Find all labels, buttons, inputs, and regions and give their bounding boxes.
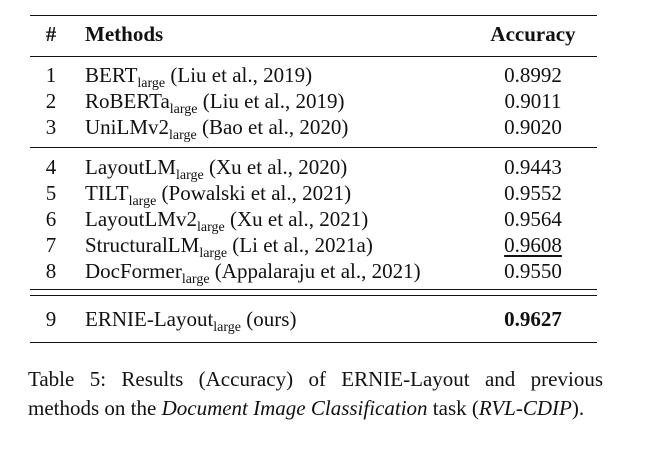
caption-middle: task (	[427, 396, 479, 420]
method-cell: DocFormerlarge (Appalaraju et al., 2021)	[85, 259, 421, 287]
method-name: StructuralLM	[85, 233, 200, 257]
accuracy-value-best: 0.9627	[504, 307, 562, 331]
method-name: ERNIE-Layout	[85, 307, 214, 331]
method-cell: BERTlarge (Liu et al., 2019)	[85, 63, 312, 91]
bottom-rule	[30, 342, 597, 343]
row-num: 2	[45, 89, 57, 113]
method-citation: (Appalaraju et al., 2021)	[209, 259, 421, 283]
accuracy-value: 0.9011	[504, 89, 562, 113]
accuracy-value: 0.9443	[504, 155, 562, 179]
method-subscript: large	[128, 194, 157, 209]
double-rule-lower	[30, 295, 597, 296]
double-rule-upper	[30, 289, 597, 290]
method-subscript: large	[175, 168, 204, 183]
row-num: 4	[45, 155, 57, 179]
method-name: TILT	[85, 181, 129, 205]
method-name: RoBERTa	[85, 89, 170, 113]
group-rule	[30, 147, 597, 148]
method-name: LayoutLM	[85, 155, 176, 179]
row-num: 6	[45, 207, 57, 231]
method-citation: (ours)	[241, 307, 297, 331]
caption-end: ).	[571, 396, 585, 420]
method-citation: (Liu et al., 2019)	[165, 63, 313, 87]
accuracy-value: 0.9020	[504, 115, 562, 139]
method-subscript: large	[199, 246, 228, 261]
accuracy-value: 0.9550	[504, 259, 562, 283]
row-num: 7	[45, 233, 57, 257]
row-num: 1	[45, 63, 57, 87]
row-num: 8	[45, 259, 57, 283]
method-cell: TILTlarge (Powalski et al., 2021)	[85, 181, 351, 209]
method-citation: (Li et al., 2021a)	[227, 233, 373, 257]
method-citation: (Xu et al., 2021)	[224, 207, 369, 231]
header-accuracy: Accuracy	[490, 22, 576, 46]
method-citation: (Bao et al., 2020)	[196, 115, 349, 139]
caption-dataset: RVL-CDIP	[478, 396, 572, 420]
method-cell: UniLMv2large (Bao et al., 2020)	[85, 115, 348, 143]
method-cell: RoBERTalarge (Liu et al., 2019)	[85, 89, 344, 117]
row-num: 5	[45, 181, 57, 205]
header-num: #	[45, 22, 57, 46]
method-name: UniLMv2	[85, 115, 169, 139]
method-name: BERT	[85, 63, 138, 87]
caption-lead: Table 5: Results (Accuracy) of ERNIE-Lay…	[28, 367, 603, 420]
method-cell: ERNIE-Layoutlarge (ours)	[85, 307, 296, 335]
header-rule	[30, 56, 597, 57]
method-cell: LayoutLMlarge (Xu et al., 2020)	[85, 155, 347, 183]
row-num: 3	[45, 115, 57, 139]
top-rule	[30, 15, 597, 16]
method-citation: (Powalski et al., 2021)	[156, 181, 352, 205]
method-name: LayoutLMv2	[85, 207, 197, 231]
method-subscript: large	[169, 128, 197, 143]
method-citation: (Xu et al., 2020)	[203, 155, 348, 179]
method-citation: (Liu et al., 2019)	[197, 89, 345, 113]
caption-task-name: Document Image Classification	[161, 396, 428, 420]
method-subscript: large	[169, 102, 198, 117]
method-cell: StructuralLMlarge (Li et al., 2021a)	[85, 233, 373, 261]
method-cell: LayoutLMv2large (Xu et al., 2021)	[85, 207, 368, 235]
method-name: DocFormer	[85, 259, 182, 283]
accuracy-value: 0.9552	[504, 181, 562, 205]
header-methods: Methods	[85, 22, 164, 46]
method-subscript: large	[196, 220, 225, 235]
method-subscript: large	[213, 320, 242, 335]
accuracy-underlined: 0.9608	[504, 233, 562, 257]
table-caption: Table 5: Results (Accuracy) of ERNIE-Lay…	[28, 365, 603, 423]
accuracy-value: 0.9564	[504, 207, 562, 231]
accuracy-value: 0.8992	[504, 63, 562, 87]
method-subscript: large	[137, 76, 166, 91]
method-subscript: large	[181, 272, 210, 287]
row-num: 9	[45, 307, 57, 331]
accuracy-value-second-best: 0.9608	[485, 233, 581, 257]
